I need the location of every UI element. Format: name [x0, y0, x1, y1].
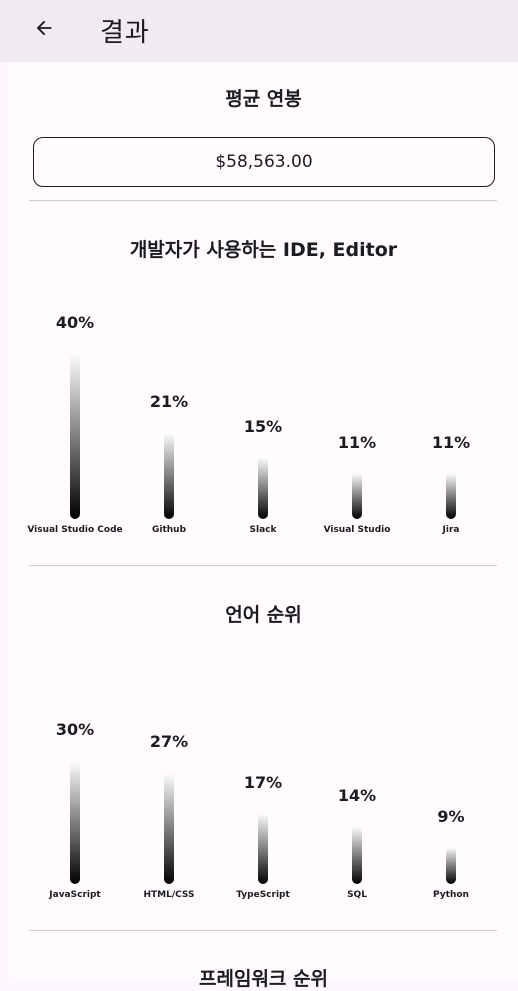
- back-button[interactable]: [28, 14, 60, 46]
- bar-column: 21% Github: [119, 294, 219, 544]
- bar-category-label: Github: [151, 525, 187, 535]
- bar-category-label: Visual Studio: [323, 525, 391, 535]
- bar-value-label: 14%: [337, 785, 377, 805]
- bar-value-label: 11%: [337, 433, 377, 453]
- language-chart-title: 언어 순위: [225, 604, 302, 626]
- bar-column: 14% SQL: [307, 659, 407, 909]
- bar: [258, 456, 268, 519]
- bar-value-label: 40%: [55, 313, 95, 332]
- bar-column: 17% TypeScript: [213, 659, 313, 909]
- app-bar: 결과: [0, 0, 518, 62]
- divider: [29, 565, 497, 566]
- bar: [164, 771, 174, 884]
- bar: [70, 759, 80, 884]
- bar-category-label: TypeScript: [236, 890, 290, 900]
- bar-value-label: 21%: [149, 391, 189, 411]
- salary-title: 평균 연봉: [225, 88, 302, 110]
- bar-column: 11% Jira: [401, 294, 501, 544]
- bar-value-label: 9%: [437, 806, 465, 826]
- bar: [164, 431, 174, 519]
- ide-bar-chart: 40% Visual Studio Code 21% Github 15% Slack 11…: [9, 294, 518, 544]
- bar: [446, 846, 456, 884]
- bar-category-label: Jira: [442, 525, 460, 535]
- bar-category-label: JavaScript: [49, 890, 101, 900]
- bar-column: 27% HTML/CSS: [119, 659, 219, 909]
- arrow-left-icon: [33, 17, 55, 43]
- bar-category-label: SQL: [347, 890, 367, 900]
- bar-category-label: Python: [433, 890, 469, 900]
- bar-value-label: 17%: [243, 773, 283, 793]
- bar-value-label: 30%: [55, 719, 95, 739]
- bar-column: 30% JavaScript: [25, 659, 125, 909]
- bar: [352, 825, 362, 884]
- salary-value-box: $58,563.00: [33, 137, 495, 187]
- bar-value-label: 11%: [431, 433, 471, 453]
- bar: [70, 353, 80, 519]
- bar-column: 11% Visual Studio: [307, 294, 407, 544]
- bar-value-label: 15%: [243, 416, 283, 436]
- bar-category-label: HTML/CSS: [143, 890, 195, 900]
- divider: [29, 200, 497, 201]
- bar-column: 40% Visual Studio Code: [25, 294, 125, 544]
- bar-column: 15% Slack: [213, 294, 313, 544]
- bar-category-label: Slack: [249, 525, 277, 535]
- bar: [258, 813, 268, 884]
- bar-value-label: 27%: [149, 731, 189, 751]
- bar: [352, 473, 362, 519]
- results-content[interactable]: 평균 연봉 $58,563.00 개발자가 사용하는 IDE, Editor 4…: [9, 62, 518, 990]
- ide-chart-title: 개발자가 사용하는 IDE, Editor: [129, 239, 398, 261]
- page-title: 결과: [100, 18, 150, 48]
- bar-column: 9% Python: [401, 659, 501, 909]
- bar: [446, 473, 456, 519]
- language-bar-chart: 30% JavaScript 27% HTML/CSS 17% TypeScript 14%…: [9, 659, 518, 909]
- salary-value: $58,563.00: [215, 152, 313, 172]
- bar-category-label: Visual Studio Code: [27, 525, 123, 535]
- divider: [29, 930, 497, 931]
